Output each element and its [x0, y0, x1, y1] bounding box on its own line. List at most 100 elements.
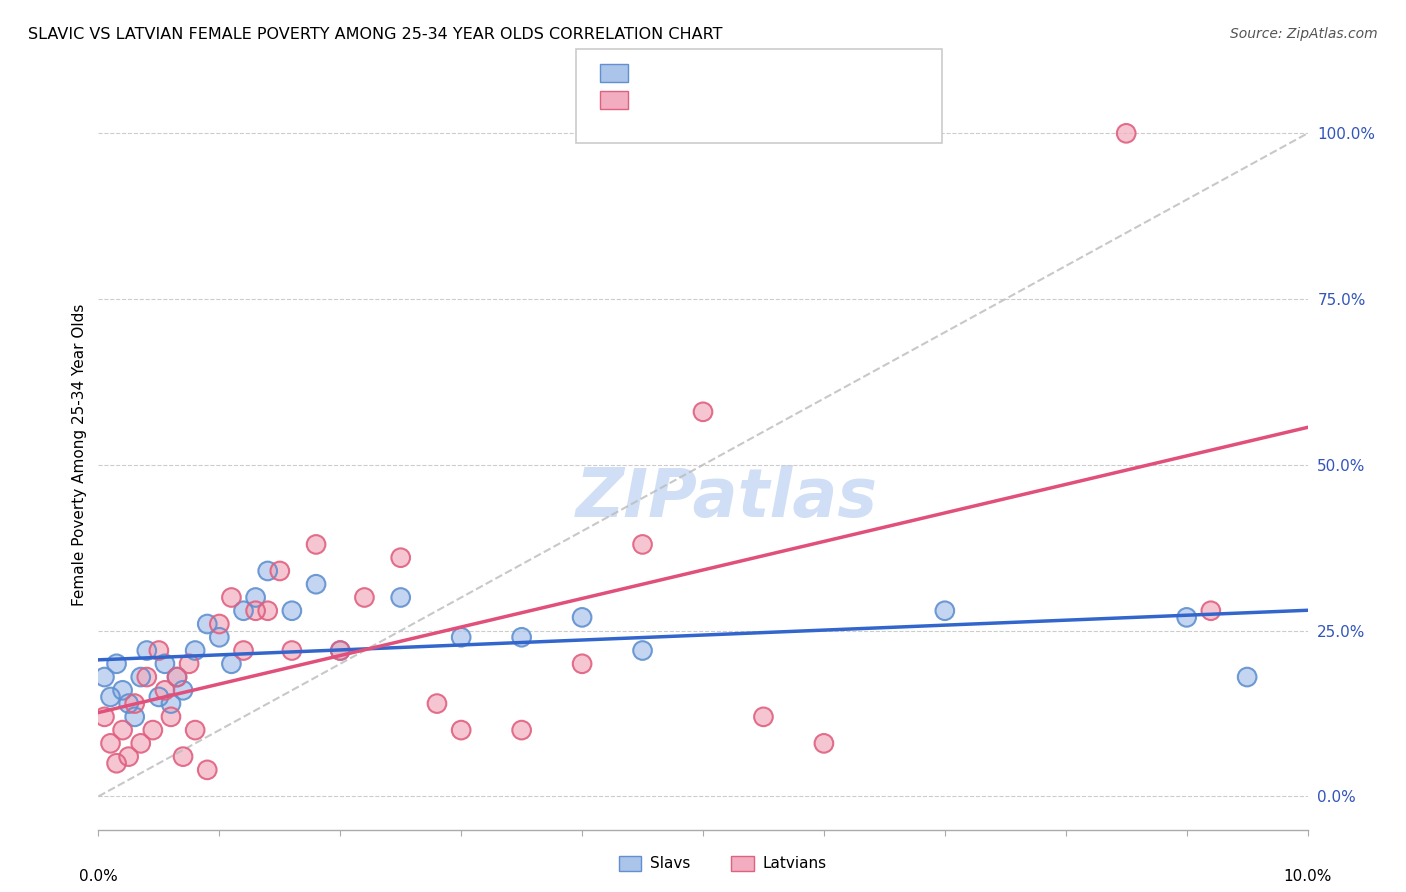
Point: [142, 723, 165, 737]
Point: [281, 643, 304, 657]
Point: [1175, 610, 1198, 624]
Point: [1236, 670, 1258, 684]
Point: [208, 617, 231, 632]
Point: [124, 697, 146, 711]
Point: [305, 577, 328, 591]
Point: [329, 643, 352, 657]
Point: [195, 763, 218, 777]
Point: [1236, 670, 1258, 684]
Point: [934, 604, 956, 618]
Point: [195, 617, 218, 632]
Point: [172, 683, 194, 698]
Point: [111, 683, 134, 698]
Point: [160, 697, 183, 711]
Point: [93, 710, 115, 724]
Text: SLAVIC VS LATVIAN FEMALE POVERTY AMONG 25-34 YEAR OLDS CORRELATION CHART: SLAVIC VS LATVIAN FEMALE POVERTY AMONG 2…: [28, 27, 723, 42]
Point: [208, 617, 231, 632]
Point: [105, 657, 128, 671]
Point: [692, 405, 714, 419]
Point: [813, 736, 835, 750]
Point: [305, 537, 328, 551]
Point: [118, 697, 141, 711]
Point: [184, 643, 207, 657]
Point: [221, 657, 243, 671]
Point: [389, 591, 412, 605]
Point: [105, 756, 128, 771]
Point: [111, 723, 134, 737]
Text: Source: ZipAtlas.com: Source: ZipAtlas.com: [1230, 27, 1378, 41]
Point: [195, 617, 218, 632]
Point: [166, 670, 188, 684]
Point: [148, 643, 170, 657]
Point: [221, 591, 243, 605]
Point: [245, 604, 267, 618]
Point: [232, 643, 254, 657]
Text: Slavs: Slavs: [650, 856, 690, 871]
Point: [221, 657, 243, 671]
Point: [129, 736, 152, 750]
Text: 0.0%: 0.0%: [79, 870, 118, 884]
Point: [153, 683, 176, 698]
Point: [184, 723, 207, 737]
Point: [142, 723, 165, 737]
Point: [129, 736, 152, 750]
Point: [245, 604, 267, 618]
Point: [124, 710, 146, 724]
Y-axis label: Female Poverty Among 25-34 Year Olds: Female Poverty Among 25-34 Year Olds: [72, 304, 87, 606]
Point: [179, 657, 201, 671]
Text: 10.0%: 10.0%: [1284, 870, 1331, 884]
Point: [111, 723, 134, 737]
Point: [631, 643, 654, 657]
Point: [1175, 610, 1198, 624]
Text: ZIPatlas: ZIPatlas: [576, 465, 879, 531]
Point: [389, 550, 412, 565]
Point: [1199, 604, 1222, 618]
Point: [153, 657, 176, 671]
Point: [692, 405, 714, 419]
Point: [510, 723, 533, 737]
Point: [631, 537, 654, 551]
Point: [305, 577, 328, 591]
Point: [221, 591, 243, 605]
Point: [153, 657, 176, 671]
Point: [329, 643, 352, 657]
Point: [752, 710, 775, 724]
Point: [1115, 126, 1137, 140]
Point: [571, 610, 593, 624]
Point: [353, 591, 375, 605]
Point: [631, 643, 654, 657]
Point: [232, 604, 254, 618]
Point: [166, 670, 188, 684]
Point: [245, 591, 267, 605]
Point: [93, 710, 115, 724]
Point: [135, 670, 157, 684]
Point: [281, 604, 304, 618]
Point: [184, 723, 207, 737]
Point: [305, 537, 328, 551]
Point: [256, 564, 278, 578]
Point: [256, 604, 278, 618]
Point: [93, 670, 115, 684]
Point: [256, 564, 278, 578]
Point: [160, 697, 183, 711]
Point: [148, 690, 170, 704]
Point: [450, 723, 472, 737]
Point: [510, 630, 533, 644]
Point: [450, 630, 472, 644]
Point: [135, 643, 157, 657]
Point: [752, 710, 775, 724]
Text: Latvians: Latvians: [762, 856, 827, 871]
Point: [571, 610, 593, 624]
Point: [329, 643, 352, 657]
Point: [100, 690, 122, 704]
Point: [118, 749, 141, 764]
Point: [426, 697, 449, 711]
Point: [1115, 126, 1137, 140]
Point: [510, 723, 533, 737]
Point: [450, 723, 472, 737]
Point: [118, 749, 141, 764]
Text: R = 0.248   N = 31: R = 0.248 N = 31: [640, 64, 797, 82]
Point: [281, 643, 304, 657]
Point: [111, 683, 134, 698]
Point: [269, 564, 291, 578]
